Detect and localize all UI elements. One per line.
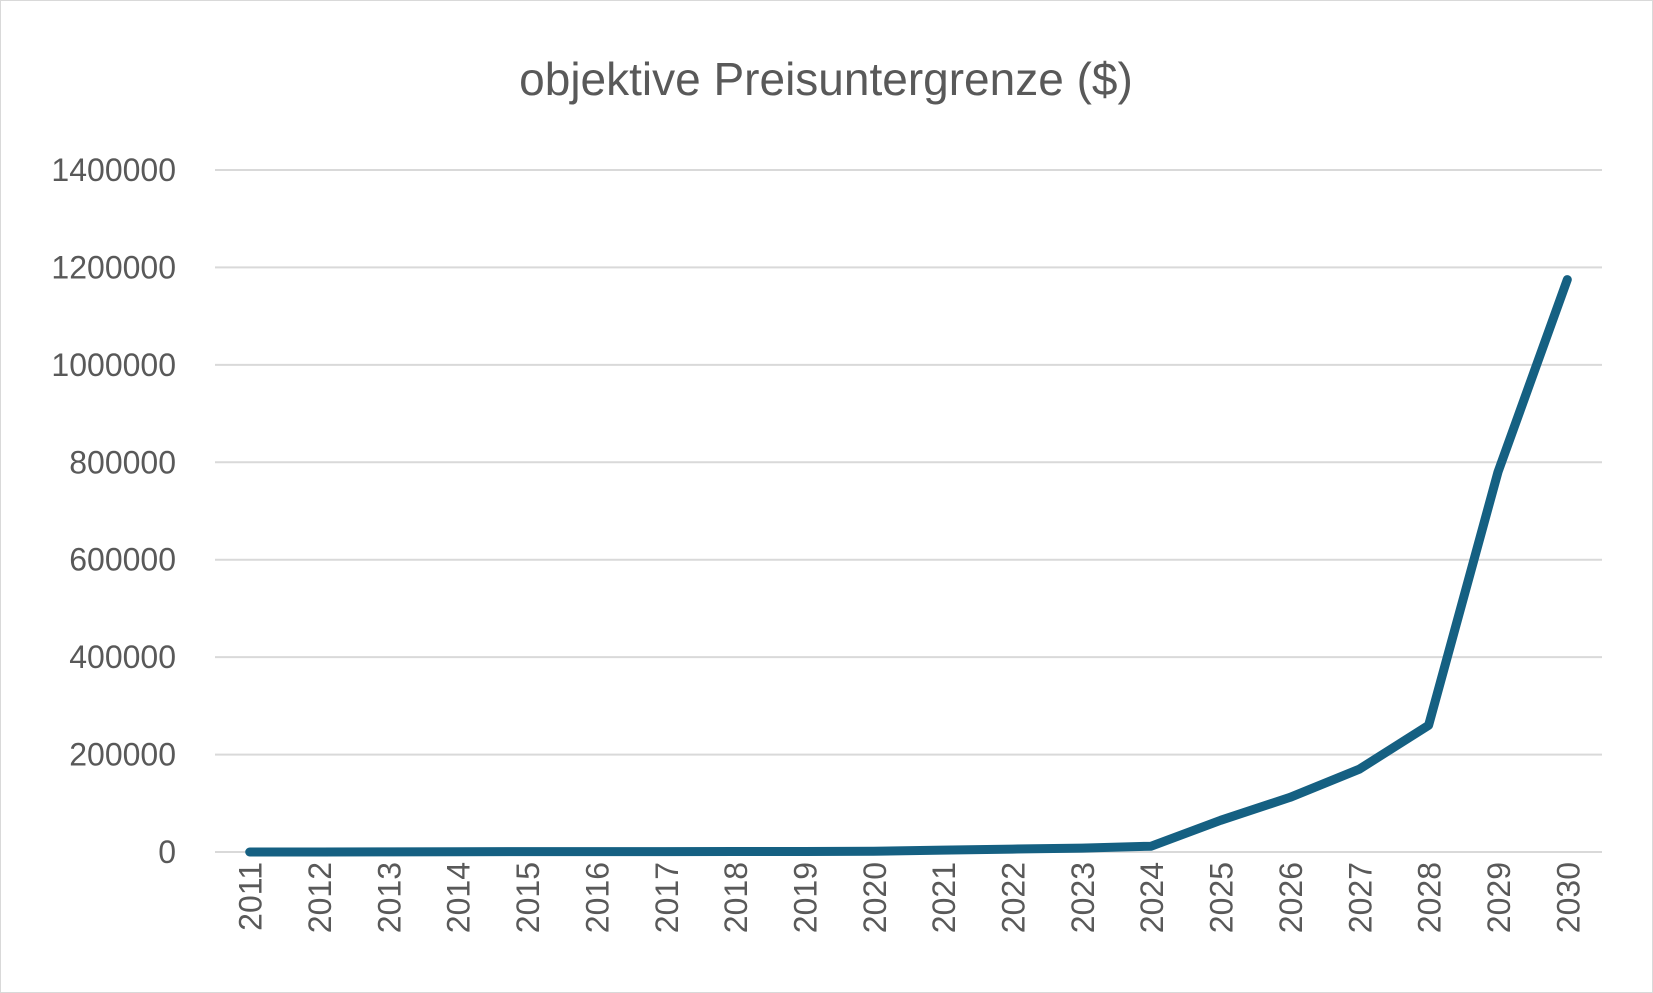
x-tick-label: 2023 (1065, 862, 1101, 933)
x-tick-label: 2026 (1273, 862, 1309, 933)
y-tick-label: 1200000 (51, 249, 176, 285)
x-tick-label: 2021 (926, 862, 962, 933)
y-tick-label: 600000 (69, 542, 176, 578)
x-tick-label: 2028 (1412, 862, 1448, 933)
x-tick-label: 2025 (1204, 862, 1240, 933)
y-tick-label: 200000 (69, 737, 176, 773)
x-tick-label: 2027 (1342, 862, 1378, 933)
y-tick-label: 1400000 (51, 152, 176, 188)
chart-title: objektive Preisuntergrenze ($) (519, 53, 1133, 105)
y-tick-label: 0 (158, 834, 176, 870)
x-tick-label: 2019 (787, 862, 823, 933)
x-axis-ticks: 2011 2012 2013 2014 2015 2016 2017 2018 2019 2020… (233, 862, 1587, 933)
x-tick-label: 2024 (1134, 862, 1170, 933)
x-tick-label: 2011 (233, 862, 269, 931)
x-tick-label: 2014 (441, 862, 477, 933)
y-tick-label: 400000 (69, 639, 176, 675)
y-axis-ticks: 0 200000 400000 600000 800000 1000000 1200000 1… (51, 152, 176, 870)
x-tick-label: 2030 (1550, 862, 1586, 933)
y-tick-label: 1000000 (51, 347, 176, 383)
series-line-0 (245, 275, 1572, 857)
x-tick-label: 2018 (718, 862, 754, 933)
x-tick-label: 2015 (510, 862, 546, 933)
x-tick-label: 2012 (302, 862, 338, 933)
x-tick-label: 2020 (857, 862, 893, 933)
x-tick-label: 2013 (371, 862, 407, 933)
series-layer (245, 275, 1572, 857)
x-tick-label: 2022 (996, 862, 1032, 933)
y-tick-label: 800000 (69, 444, 176, 480)
x-tick-label: 2016 (579, 862, 615, 933)
x-tick-label: 2017 (649, 862, 685, 933)
x-tick-label: 2029 (1481, 862, 1517, 933)
